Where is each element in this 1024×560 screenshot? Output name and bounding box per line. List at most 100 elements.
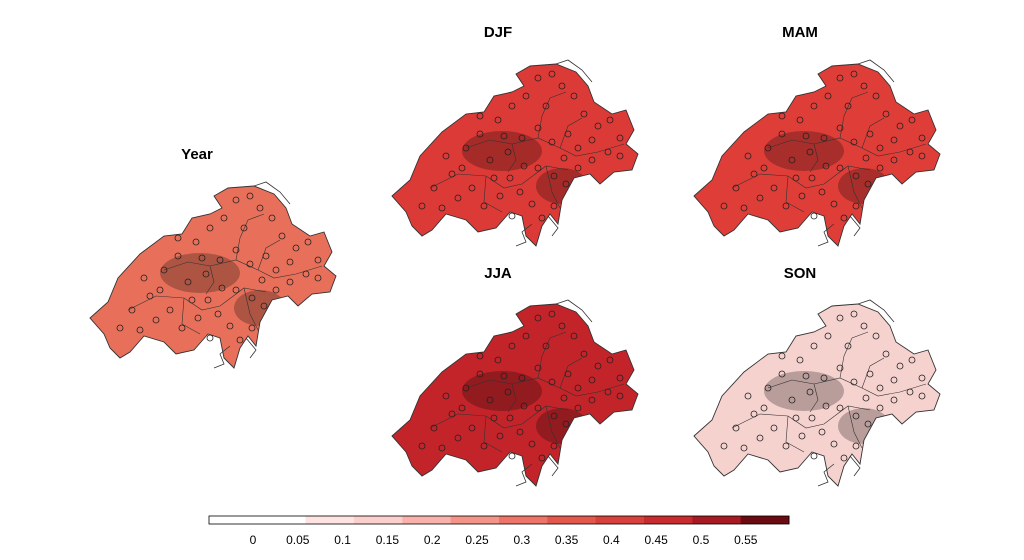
station-marker-year-20 <box>260 302 268 310</box>
station-marker-jja-4 <box>462 384 470 392</box>
station-marker-jja-40 <box>520 402 528 410</box>
station-marker-jja-32 <box>504 388 512 396</box>
colorbar-tick-4: 0.2 <box>423 533 441 547</box>
station-marker-mam-12 <box>872 92 880 100</box>
station-marker-son-7 <box>810 342 818 350</box>
station-marker-mam-48 <box>862 154 870 162</box>
colorbar-segment-9 <box>644 516 693 524</box>
station-marker-year-16 <box>314 256 322 264</box>
station-marker-jja-17 <box>604 388 612 396</box>
region-boundary-jja-6 <box>545 405 561 449</box>
station-marker-son-24 <box>818 428 826 436</box>
map-jja <box>391 299 639 487</box>
station-marker-jja-38 <box>534 404 542 412</box>
station-marker-son-9 <box>836 314 844 322</box>
station-marker-son-37 <box>876 384 884 392</box>
station-marker-son-15 <box>908 356 916 364</box>
station-marker-djf-8 <box>522 92 530 100</box>
station-marker-jja-5 <box>476 370 484 378</box>
station-marker-son-48 <box>862 394 870 402</box>
station-marker-djf-30 <box>438 204 446 212</box>
station-marker-son-8 <box>824 332 832 340</box>
station-marker-mam-32 <box>806 148 814 156</box>
station-marker-mam-1 <box>732 184 740 192</box>
station-marker-jja-35 <box>548 378 556 386</box>
colorbar-tick-11: 0.55 <box>734 533 758 547</box>
station-marker-djf-34 <box>534 124 542 132</box>
region-boundary-mam-3 <box>839 91 869 139</box>
region-boundary-mam-2 <box>809 143 819 173</box>
station-marker-djf-5 <box>476 130 484 138</box>
station-marker-jja-46 <box>588 376 596 384</box>
station-marker-year-27 <box>178 324 186 332</box>
station-marker-year-36 <box>262 252 270 260</box>
panel-title-jja: JJA <box>484 265 512 282</box>
station-marker-jja-44 <box>500 372 508 380</box>
station-marker-son-27 <box>782 442 790 450</box>
station-marker-son-41 <box>792 414 800 422</box>
map-djf <box>391 59 639 247</box>
station-marker-djf-48 <box>560 154 568 162</box>
station-marker-year-4 <box>160 266 168 274</box>
station-marker-djf-2 <box>448 170 456 178</box>
colorbar-tick-5: 0.25 <box>465 533 489 547</box>
region-boundary-year-5 <box>181 297 201 335</box>
station-marker-jja-1 <box>430 424 438 432</box>
station-marker-son-6 <box>796 356 804 364</box>
station-marker-jja-6 <box>494 356 502 364</box>
station-marker-jja-12 <box>570 332 578 340</box>
station-marker-djf-4 <box>462 144 470 152</box>
station-marker-son-42 <box>760 404 768 412</box>
lake-outline-south-year <box>213 337 257 369</box>
colorbar-tick-8: 0.4 <box>603 533 620 547</box>
station-marker-year-0 <box>116 324 124 332</box>
colorbar-segment-6 <box>499 516 548 524</box>
station-marker-son-44 <box>802 372 810 380</box>
region-boundary-jja-4 <box>559 357 583 389</box>
station-marker-djf-22 <box>538 214 546 222</box>
station-marker-son-35 <box>850 378 858 386</box>
station-marker-mam-14 <box>896 122 904 130</box>
station-marker-year-46 <box>286 258 294 266</box>
station-marker-mam-4 <box>764 144 772 152</box>
station-marker-mam-36 <box>866 130 874 138</box>
lake-outline-south-jja <box>515 455 559 487</box>
station-marker-jja-22 <box>538 454 546 462</box>
station-marker-son-23 <box>830 440 838 448</box>
lake-outline-south-djf <box>515 215 559 247</box>
station-marker-mam-31 <box>788 156 796 164</box>
station-marker-year-38 <box>232 286 240 294</box>
region-boundary-son-6 <box>847 405 863 449</box>
region-boundary-djf-2 <box>507 143 517 173</box>
station-marker-son-12 <box>872 332 880 340</box>
station-marker-djf-12 <box>570 92 578 100</box>
station-marker-mam-7 <box>810 102 818 110</box>
station-marker-mam-15 <box>908 116 916 124</box>
station-marker-djf-39 <box>550 172 558 180</box>
lake-outline-north-son <box>857 299 895 323</box>
station-marker-jja-23 <box>528 440 536 448</box>
station-marker-mam-44 <box>802 132 810 140</box>
station-marker-mam-6 <box>796 116 804 124</box>
station-marker-year-37 <box>272 266 280 274</box>
station-marker-son-20 <box>864 420 872 428</box>
station-marker-mam-45 <box>844 102 852 110</box>
station-marker-year-28 <box>166 306 174 314</box>
station-marker-year-30 <box>136 326 144 334</box>
station-marker-mam-25 <box>808 174 816 182</box>
station-marker-jja-30 <box>438 444 446 452</box>
station-marker-year-7 <box>206 224 214 232</box>
station-marker-mam-34 <box>836 124 844 132</box>
station-marker-mam-46 <box>890 136 898 144</box>
station-marker-son-13 <box>882 350 890 358</box>
station-marker-year-42 <box>156 286 164 294</box>
station-marker-jja-14 <box>594 362 602 370</box>
station-marker-son-47 <box>918 392 926 400</box>
station-marker-jja-31 <box>486 396 494 404</box>
lake-outline-north-mam <box>857 59 895 83</box>
station-marker-jja-47 <box>616 392 624 400</box>
station-marker-year-3 <box>140 274 148 282</box>
station-marker-year-29 <box>152 316 160 324</box>
region-boundary-son-3 <box>839 331 869 379</box>
station-marker-jja-2 <box>448 410 456 418</box>
